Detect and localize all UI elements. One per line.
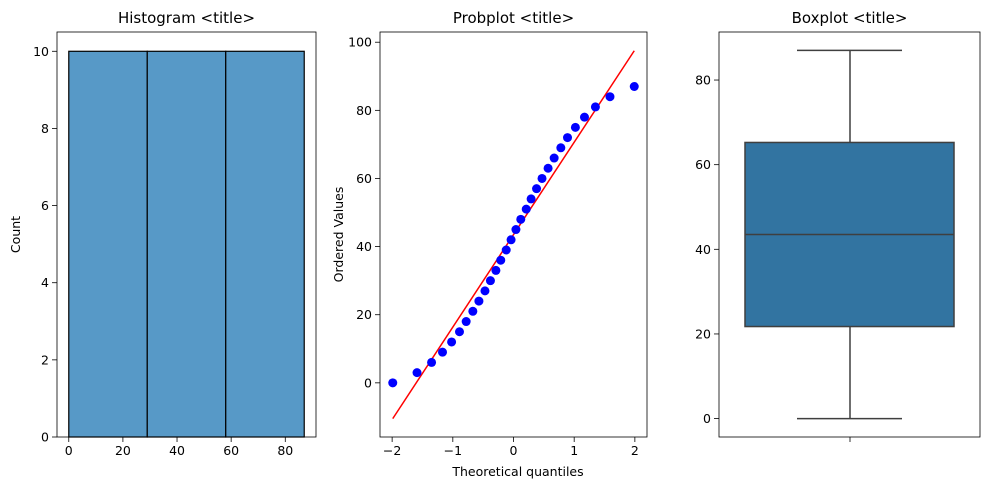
probplot-point — [549, 153, 559, 163]
probplot-point — [454, 327, 464, 337]
probplot-point — [427, 357, 437, 367]
probplot-xtick-label: 2 — [631, 443, 639, 458]
probplot-point — [412, 368, 422, 378]
boxplot-ytick-label: 0 — [703, 411, 711, 426]
histogram-ytick-label: 0 — [41, 430, 49, 445]
probplot-point — [516, 214, 526, 224]
probplot-point — [480, 286, 490, 296]
histogram-ylabel: Count — [8, 216, 23, 253]
boxplot-ytick-label: 80 — [695, 73, 711, 88]
probplot-title: Probplot <title> — [453, 9, 574, 27]
histogram-xtick-label: 60 — [223, 443, 239, 458]
histogram-xtick-label: 80 — [277, 443, 293, 458]
histogram-panel: 0 20 40 60 80 0 2 4 6 8 10 Histogram <title> Coun… — [8, 9, 317, 458]
probplot-point — [590, 102, 600, 112]
probplot-point — [579, 112, 589, 122]
probplot-point — [447, 337, 457, 347]
probplot-ytick-label: 20 — [356, 307, 372, 322]
boxplot-ytick-label: 60 — [695, 157, 711, 172]
probplot-point — [543, 163, 553, 173]
boxplot-title: Boxplot <title> — [792, 9, 908, 27]
boxplot-panel: 0 20 40 60 80 Boxplot <title> — [695, 9, 981, 442]
histogram-xtick-label: 0 — [65, 443, 73, 458]
probplot-xtick-label: −1 — [444, 443, 462, 458]
boxplot-axes-frame — [718, 31, 981, 438]
probplot-point — [629, 81, 639, 91]
probplot-ytick-label: 40 — [356, 239, 372, 254]
probplot-fit-line — [392, 50, 635, 420]
probplot-point — [563, 133, 573, 143]
histogram-ytick-label: 2 — [41, 352, 49, 367]
histogram-ytick-label: 10 — [33, 44, 49, 59]
probplot-point — [570, 122, 580, 132]
probplot-xtick-label: 0 — [510, 443, 518, 458]
probplot-ytick-label: 60 — [356, 171, 372, 186]
probplot-point — [501, 245, 511, 255]
probplot-xtick-label: −2 — [383, 443, 401, 458]
probplot-xtick-label: 1 — [570, 443, 578, 458]
probplot-point — [438, 347, 448, 357]
probplot-point — [521, 204, 531, 214]
histogram-bar — [68, 50, 148, 438]
probplot-point — [496, 255, 506, 265]
probplot-point — [526, 194, 536, 204]
probplot-panel: −2 −1 0 1 2 0 20 40 60 80 100 Probplot <title> Th… — [331, 9, 648, 479]
probplot-xlabel: Theoretical quantiles — [451, 464, 583, 479]
histogram-ytick-label: 6 — [41, 198, 49, 213]
probplot-point — [532, 184, 542, 194]
probplot-point — [485, 276, 495, 286]
probplot-point — [491, 265, 501, 275]
histogram-ytick-label: 8 — [41, 121, 49, 136]
probplot-point — [461, 317, 471, 327]
histogram-title: Histogram <title> — [118, 9, 255, 27]
probplot-point — [468, 306, 478, 316]
probplot-point — [537, 173, 547, 183]
histogram-axes-frame — [56, 31, 317, 438]
histogram-ytick-label: 4 — [41, 275, 49, 290]
probplot-ytick-label: 80 — [356, 103, 372, 118]
boxplot-ytick-label: 40 — [695, 242, 711, 257]
probplot-point — [556, 143, 566, 153]
probplot-ytick-label: 0 — [364, 375, 372, 390]
probplot-point — [511, 225, 521, 235]
probplot-point — [474, 296, 484, 306]
histogram-bar — [146, 50, 227, 438]
probplot-ytick-label: 100 — [348, 35, 372, 50]
probplot-ylabel: Ordered Values — [331, 187, 346, 283]
histogram-bar — [225, 50, 305, 438]
histogram-xtick-label: 40 — [169, 443, 185, 458]
probplot-point — [388, 378, 398, 388]
probplot-point — [506, 235, 516, 245]
boxplot-ytick-label: 20 — [695, 326, 711, 341]
probplot-point — [605, 92, 615, 102]
histogram-xtick-label: 20 — [115, 443, 131, 458]
